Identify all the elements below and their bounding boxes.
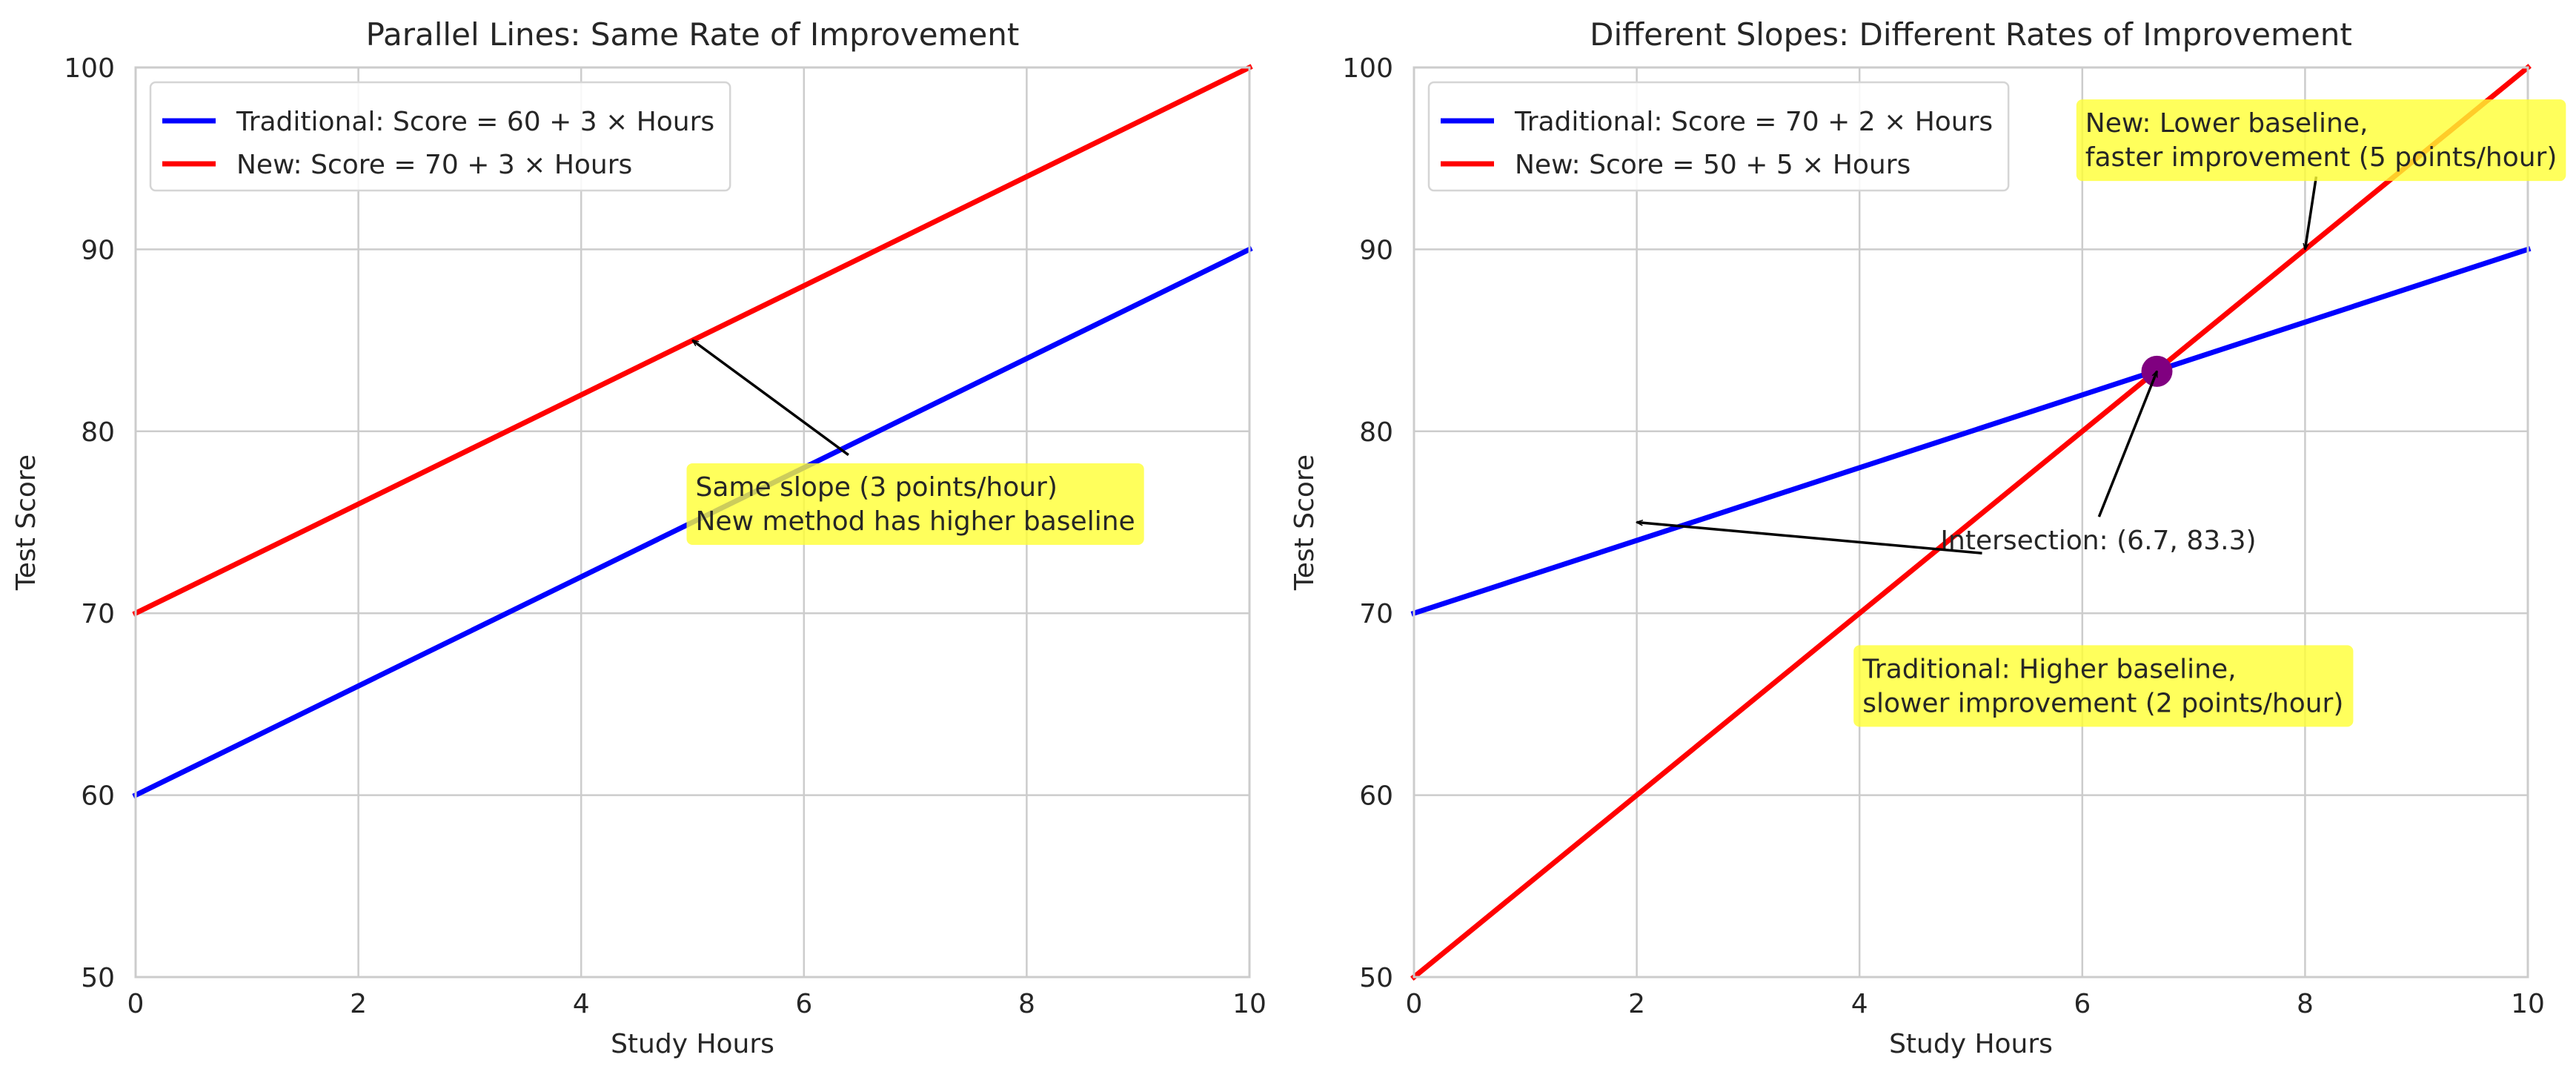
annotation-text: New: Lower baseline, faster improvement … xyxy=(2085,108,2557,173)
gridlines xyxy=(134,66,1251,979)
x-tick-label: 8 xyxy=(2297,989,2314,1019)
x-tick-label: 4 xyxy=(573,989,590,1019)
y-tick-label: 70 xyxy=(1359,599,1393,629)
chart-title: Different Slopes: Different Rates of Imp… xyxy=(1590,16,2352,53)
chart-title: Parallel Lines: Same Rate of Improvement xyxy=(366,16,1020,53)
annotation-line: faster improvement (5 points/hour) xyxy=(2085,142,2557,173)
annotation-arrow xyxy=(1637,523,1982,555)
axes-frame xyxy=(1413,66,2529,979)
legend-item-traditional: Traditional: Score = 70 + 2 × Hours xyxy=(1441,107,1993,137)
x-tick-label: 2 xyxy=(1628,989,1645,1019)
annotation-new-method: New: Lower baseline, faster improvement … xyxy=(2076,99,2566,249)
annotation-line: New: Lower baseline, xyxy=(2085,108,2368,139)
legend-frame xyxy=(149,81,731,192)
legend: Traditional: Score = 70 + 2 × Hours New:… xyxy=(1427,81,2010,192)
x-tick-label: 10 xyxy=(1232,989,1267,1019)
y-axis-label: Test Score xyxy=(11,454,42,591)
series-lines xyxy=(1410,64,2532,981)
annotation-box xyxy=(1853,645,2354,727)
annotation-box xyxy=(2076,99,2566,182)
chart-left-panel: 0 2 4 6 8 10 50 60 70 80 90 100 Parallel Lines: Sam… xyxy=(11,16,1267,1059)
axes-border xyxy=(134,66,1251,979)
legend-label: New: Score = 70 + 3 × Hours xyxy=(236,150,632,180)
x-tick-label: 6 xyxy=(2074,989,2091,1019)
y-tick-label: 80 xyxy=(81,417,115,448)
annotation-text: Intersection: (6.7, 83.3) xyxy=(1940,526,2256,556)
x-tick-label: 0 xyxy=(1406,989,1423,1019)
legend-label: New: Score = 50 + 5 × Hours xyxy=(1515,150,1911,180)
y-tick-label: 50 xyxy=(81,963,115,993)
y-tick-label: 80 xyxy=(1359,417,1393,448)
series-line xyxy=(1410,245,2532,617)
legend-label: Traditional: Score = 70 + 2 × Hours xyxy=(1514,107,1993,137)
chart-right-panel: 0 2 4 6 8 10 50 60 70 80 90 100 Different Slopes: D… xyxy=(1289,16,2566,1059)
annotation-line: Same slope (3 points/hour) xyxy=(696,472,1058,503)
legend: Traditional: Score = 60 + 3 × Hours New:… xyxy=(149,81,731,192)
x-axis-label: Study Hours xyxy=(611,1029,774,1059)
y-tick-label: 100 xyxy=(1342,53,1393,84)
y-tick-label: 70 xyxy=(81,599,115,629)
axes-border xyxy=(1413,66,2529,979)
annotation-line: New method has higher baseline xyxy=(696,506,1135,537)
y-tick-label: 100 xyxy=(64,53,115,84)
tick-labels: 0 2 4 6 8 10 50 60 70 80 90 100 xyxy=(1342,53,2545,1019)
legend-item-new: New: Score = 70 + 3 × Hours xyxy=(162,150,632,180)
y-tick-label: 60 xyxy=(1359,781,1393,812)
annotation-line: Traditional: Higher baseline, xyxy=(1862,654,2236,684)
x-axis-label: Study Hours xyxy=(1889,1029,2053,1059)
series-line xyxy=(1410,64,2532,981)
x-tick-label: 6 xyxy=(795,989,812,1019)
annotation-line: slower improvement (2 points/hour) xyxy=(1862,688,2343,718)
annotation-arrow xyxy=(2305,176,2318,249)
y-tick-label: 90 xyxy=(1359,235,1393,265)
annotation-arrow xyxy=(693,340,849,457)
x-tick-label: 0 xyxy=(127,989,145,1019)
annotation-traditional: Traditional: Higher baseline, slower imp… xyxy=(1637,523,2354,727)
annotation-same-slope: Same slope (3 points/hour) New method ha… xyxy=(686,340,1144,545)
x-tick-label: 10 xyxy=(2511,989,2545,1019)
y-tick-label: 90 xyxy=(81,235,115,265)
legend-item-new: New: Score = 50 + 5 × Hours xyxy=(1441,150,1911,180)
annotation-box xyxy=(686,463,1144,545)
y-tick-label: 50 xyxy=(1359,963,1393,993)
annotation-text: Traditional: Higher baseline, slower imp… xyxy=(1862,654,2343,718)
annotation-intersection: Intersection: (6.7, 83.3) xyxy=(1940,371,2257,556)
x-tick-label: 8 xyxy=(1018,989,1035,1019)
x-tick-label: 2 xyxy=(350,989,367,1019)
legend-frame xyxy=(1427,81,2010,192)
y-tick-label: 60 xyxy=(81,781,115,812)
annotation-text: Same slope (3 points/hour) New method ha… xyxy=(696,472,1135,537)
legend-label: Traditional: Score = 60 + 3 × Hours xyxy=(236,107,714,137)
tick-labels: 0 2 4 6 8 10 50 60 70 80 90 100 xyxy=(64,53,1267,1019)
annotation-arrow xyxy=(2097,371,2159,517)
annotation-line: Intersection: (6.7, 83.3) xyxy=(1940,526,2256,556)
x-tick-label: 4 xyxy=(1851,989,1868,1019)
y-axis-label: Test Score xyxy=(1289,454,1320,591)
axes-frame xyxy=(134,66,1251,979)
legend-item-traditional: Traditional: Score = 60 + 3 × Hours xyxy=(162,107,714,137)
